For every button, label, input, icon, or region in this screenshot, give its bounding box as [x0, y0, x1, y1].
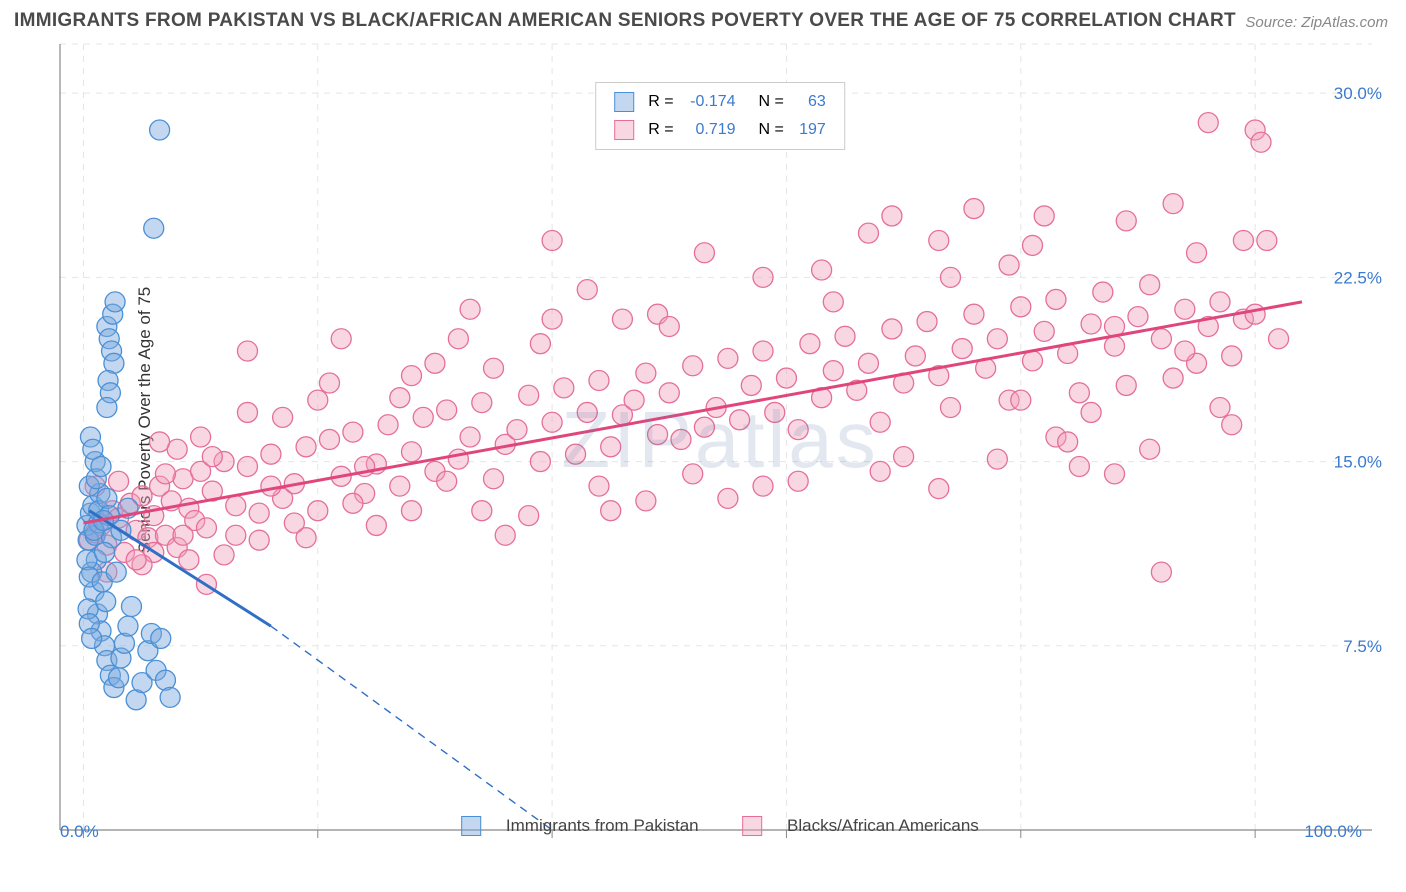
- swatch-icon: [461, 816, 481, 836]
- source-label: Source:: [1245, 14, 1297, 31]
- source-credit: Source: ZipAtlas.com: [1245, 14, 1388, 31]
- legend-n-label: N =: [744, 117, 790, 143]
- source-name: ZipAtlas.com: [1301, 14, 1388, 31]
- scatter-plot: 7.5%15.0%22.5%30.0% ZIPatlas R = -0.174 …: [50, 40, 1390, 840]
- legend-n-value: 197: [792, 117, 832, 143]
- plot-svg: 7.5% 15.0% 22.5% 30.0%: [50, 40, 1390, 840]
- svg-text:22.5%: 22.5%: [1334, 268, 1382, 287]
- chart-title: IMMIGRANTS FROM PAKISTAN VS BLACK/AFRICA…: [14, 10, 1236, 32]
- legend-r-label: R =: [642, 89, 679, 115]
- legend-n-value: 63: [792, 89, 832, 115]
- correlation-legend: R = -0.174 N = 63 R = 0.719 N = 197: [595, 82, 845, 150]
- legend-r-label: R =: [642, 117, 679, 143]
- legend-row-series1: R = -0.174 N = 63: [608, 89, 832, 115]
- swatch-icon: [614, 120, 634, 140]
- legend-label-series2: Blacks/African Americans: [787, 816, 979, 835]
- svg-text:7.5%: 7.5%: [1343, 637, 1382, 656]
- legend-label-series1: Immigrants from Pakistan: [506, 816, 699, 835]
- legend-n-label: N =: [744, 89, 790, 115]
- legend-r-value: 0.719: [682, 117, 742, 143]
- series-legend: Immigrants from Pakistan Blacks/African …: [451, 815, 989, 836]
- x-axis-max-label: 100.0%: [1304, 822, 1362, 842]
- legend-r-value: -0.174: [682, 89, 742, 115]
- swatch-icon: [742, 816, 762, 836]
- svg-text:15.0%: 15.0%: [1334, 453, 1382, 472]
- x-axis-min-label: 0.0%: [60, 822, 99, 842]
- swatch-icon: [614, 92, 634, 112]
- legend-row-series2: R = 0.719 N = 197: [608, 117, 832, 143]
- svg-text:30.0%: 30.0%: [1334, 84, 1382, 103]
